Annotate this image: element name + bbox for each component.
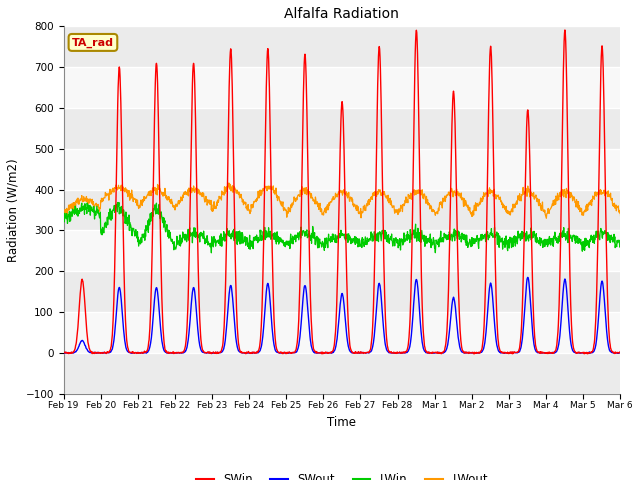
Y-axis label: Radiation (W/m2): Radiation (W/m2) [7, 158, 20, 262]
Bar [63, 190, 620, 230]
Bar [63, 67, 620, 108]
Bar [63, 353, 620, 394]
Legend: SWin, SWout, LWin, LWout: SWin, SWout, LWin, LWout [191, 468, 493, 480]
Bar [63, 26, 620, 67]
Bar [63, 230, 620, 271]
Bar [63, 149, 620, 190]
Bar [63, 108, 620, 149]
Text: TA_rad: TA_rad [72, 37, 114, 48]
Title: Alfalfa Radiation: Alfalfa Radiation [285, 7, 399, 21]
X-axis label: Time: Time [328, 416, 356, 429]
Bar [63, 271, 620, 312]
Bar [63, 312, 620, 353]
